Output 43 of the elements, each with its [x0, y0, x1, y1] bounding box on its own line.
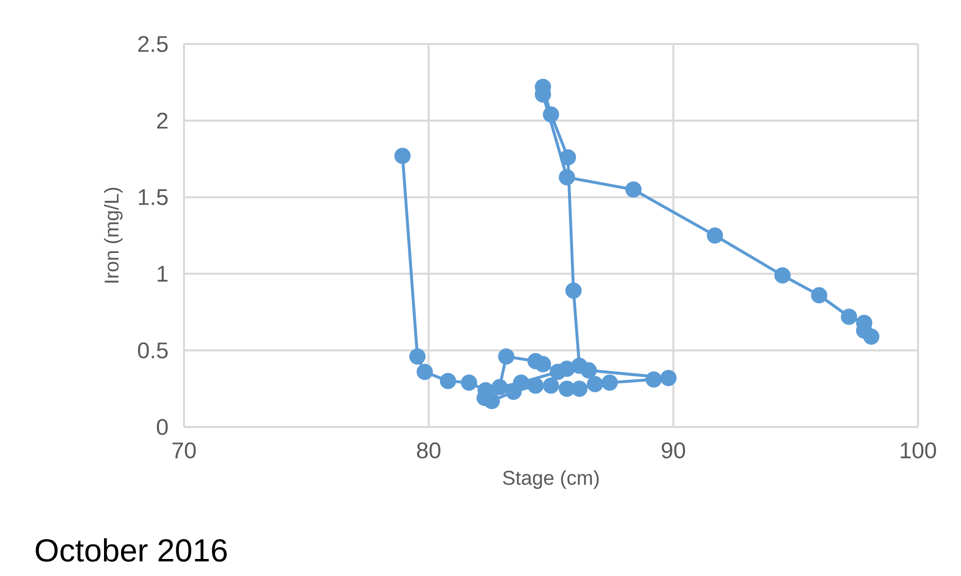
point — [550, 364, 566, 380]
point — [571, 358, 588, 374]
point — [527, 352, 544, 370]
point — [491, 379, 508, 396]
point — [565, 282, 582, 299]
x-axis-title: Stage (cm) — [503, 470, 599, 489]
point — [409, 348, 426, 365]
text: October 2016 — [36, 538, 227, 562]
point — [416, 364, 433, 380]
y-tick-label: 2 — [157, 112, 168, 129]
point — [440, 372, 456, 390]
y-tick-label: 2.5 — [138, 36, 168, 52]
point — [484, 392, 500, 410]
y-tick-label: 0.5 — [138, 342, 168, 358]
point — [460, 374, 478, 391]
point — [498, 348, 514, 365]
y-tick-label: 1 — [158, 266, 168, 282]
point — [394, 148, 411, 164]
point — [602, 374, 618, 391]
point — [558, 380, 576, 397]
point — [586, 376, 604, 392]
point — [840, 308, 858, 325]
point — [625, 181, 642, 198]
point — [774, 267, 791, 284]
point — [527, 378, 544, 394]
point — [811, 287, 828, 304]
point — [542, 106, 560, 123]
point — [646, 371, 662, 388]
x-tick-label: 70 — [172, 442, 196, 458]
point — [571, 380, 588, 397]
y-tick-label: 1.5 — [138, 189, 168, 206]
x-tick-label: 90 — [662, 442, 686, 458]
point — [513, 374, 530, 391]
point — [560, 149, 576, 166]
point — [660, 370, 677, 386]
y-axis-title: Iron (mg/L) — [104, 188, 123, 283]
point — [558, 169, 576, 186]
point — [542, 378, 560, 394]
x-tick-label: 80 — [417, 442, 440, 458]
y-tick-label: 0 — [156, 418, 168, 436]
point — [706, 227, 724, 244]
point — [863, 328, 880, 345]
x-tick-label: 100 — [900, 442, 936, 458]
